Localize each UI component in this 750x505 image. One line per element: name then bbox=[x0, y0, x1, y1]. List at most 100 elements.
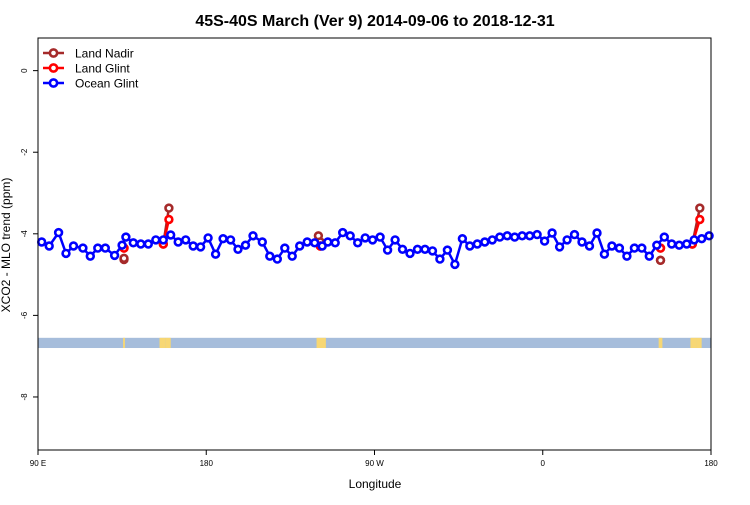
ocean-glint-point bbox=[562, 235, 572, 245]
ocean-glint-point bbox=[510, 232, 520, 242]
ocean-glint-point bbox=[472, 239, 482, 249]
ocean-glint-point bbox=[61, 248, 71, 259]
ocean-glint-point bbox=[622, 251, 632, 261]
ocean-glint-point bbox=[338, 227, 348, 238]
land-nadir-point bbox=[164, 203, 174, 213]
series-layer bbox=[36, 203, 714, 270]
ocean-glint-point bbox=[367, 235, 378, 245]
ocean-glint-point bbox=[397, 244, 408, 255]
ocean-glint-point bbox=[577, 237, 587, 247]
ocean-glint-point bbox=[674, 240, 684, 250]
land-patch bbox=[316, 337, 326, 349]
ocean-glint-point bbox=[696, 234, 707, 244]
x-tick-label: 0 bbox=[541, 459, 546, 468]
ocean-glint-point bbox=[218, 234, 228, 244]
land-glint-point bbox=[695, 214, 705, 225]
ocean-glint-point bbox=[412, 244, 423, 255]
ocean-glint-point bbox=[599, 249, 610, 259]
ocean-glint-point bbox=[128, 238, 139, 248]
land-nadir-point bbox=[655, 255, 666, 265]
ocean-glint-point bbox=[195, 242, 206, 252]
ocean-glint-point bbox=[420, 244, 430, 255]
ocean-glint-point bbox=[265, 251, 275, 261]
ocean-glint-point bbox=[517, 231, 527, 241]
ocean-glint-point bbox=[382, 245, 393, 255]
ocean-glint-point bbox=[487, 235, 497, 245]
ocean-glint-point bbox=[495, 232, 505, 242]
legend-marker bbox=[48, 78, 59, 88]
land-patch bbox=[165, 337, 171, 349]
ocean-glint-point bbox=[181, 235, 191, 245]
ocean-glint-point bbox=[136, 239, 146, 249]
ocean-glint-point bbox=[143, 239, 154, 249]
ocean-glint-point bbox=[85, 251, 96, 261]
ocean-glint-point bbox=[203, 233, 213, 243]
ocean-glint-point bbox=[390, 235, 400, 245]
ocean-glint-point bbox=[353, 238, 363, 248]
ocean-glint-point bbox=[689, 235, 699, 245]
y-tick-label: -2 bbox=[20, 148, 29, 156]
y-axis-label: XCO2 - MLO trend (ppm) bbox=[0, 178, 13, 313]
ocean-glint-point bbox=[280, 243, 290, 253]
ocean-glint-point bbox=[68, 241, 79, 251]
ocean-glint-point bbox=[323, 237, 333, 247]
ocean-glint-point bbox=[659, 232, 669, 242]
ocean-glint-point bbox=[210, 249, 221, 259]
ocean-glint-point bbox=[188, 241, 198, 251]
ocean-glint-point bbox=[36, 237, 47, 247]
axis-layer: 90 E 180 90 W 0 180 0 -2 -4 -6 -8 bbox=[20, 37, 718, 468]
ocean-glint-point bbox=[233, 244, 243, 255]
y-tick-label: -6 bbox=[20, 311, 29, 319]
ocean-glint-point bbox=[427, 246, 438, 256]
ocean-glint-point bbox=[295, 241, 305, 251]
land-ocean-band bbox=[38, 337, 711, 349]
ocean-glint-point bbox=[666, 239, 677, 249]
ocean-glint-point bbox=[442, 245, 453, 255]
ocean-glint-point bbox=[405, 248, 415, 259]
ocean-band bbox=[38, 337, 711, 349]
ocean-glint-point bbox=[450, 259, 460, 270]
y-tick-label: -4 bbox=[20, 230, 29, 238]
ocean-glint-point bbox=[158, 235, 169, 245]
land-patch bbox=[159, 337, 166, 349]
legend-label: Land Nadir bbox=[75, 47, 134, 61]
ocean-glint-point bbox=[345, 231, 355, 241]
ocean-glint-point bbox=[225, 235, 236, 245]
ocean-glint-point bbox=[375, 232, 385, 242]
land-patch bbox=[123, 337, 125, 349]
ocean-glint-point bbox=[287, 251, 297, 261]
ocean-glint-point bbox=[480, 237, 490, 247]
legend-marker bbox=[48, 63, 59, 73]
ocean-glint-point bbox=[330, 238, 340, 248]
ocean-glint-point bbox=[614, 243, 625, 253]
ocean-glint-point bbox=[78, 243, 88, 253]
ocean-glint-point bbox=[465, 241, 475, 251]
ocean-glint-point bbox=[607, 241, 617, 251]
ocean-glint-point bbox=[652, 240, 662, 250]
ocean-glint-point bbox=[117, 240, 127, 250]
x-axis-label: Longitude bbox=[349, 477, 402, 491]
ocean-glint-point bbox=[547, 228, 557, 238]
legend-label: Ocean Glint bbox=[75, 77, 139, 91]
ocean-glint-point bbox=[109, 250, 120, 261]
ocean-glint-point bbox=[457, 234, 468, 244]
ocean-glint-point bbox=[435, 254, 445, 264]
ocean-glint-point bbox=[248, 231, 258, 241]
ocean-glint-point bbox=[524, 231, 535, 241]
ocean-glint-point bbox=[592, 228, 602, 238]
land-glint-point bbox=[164, 214, 174, 225]
x-tick-label: 180 bbox=[200, 459, 214, 468]
ocean-glint-point bbox=[681, 239, 692, 249]
ocean-glint-point bbox=[637, 243, 647, 253]
ocean-glint-point bbox=[240, 240, 251, 250]
land-nadir-point bbox=[695, 203, 705, 213]
ocean-glint-point bbox=[532, 229, 542, 240]
land-nadir-point bbox=[119, 253, 129, 263]
ocean-glint-point bbox=[302, 237, 312, 247]
ocean-glint-point bbox=[502, 231, 512, 241]
chart-title: 45S-40S March (Ver 9) 2014-09-06 to 2018… bbox=[195, 13, 554, 30]
ocean-glint-point bbox=[584, 241, 595, 251]
